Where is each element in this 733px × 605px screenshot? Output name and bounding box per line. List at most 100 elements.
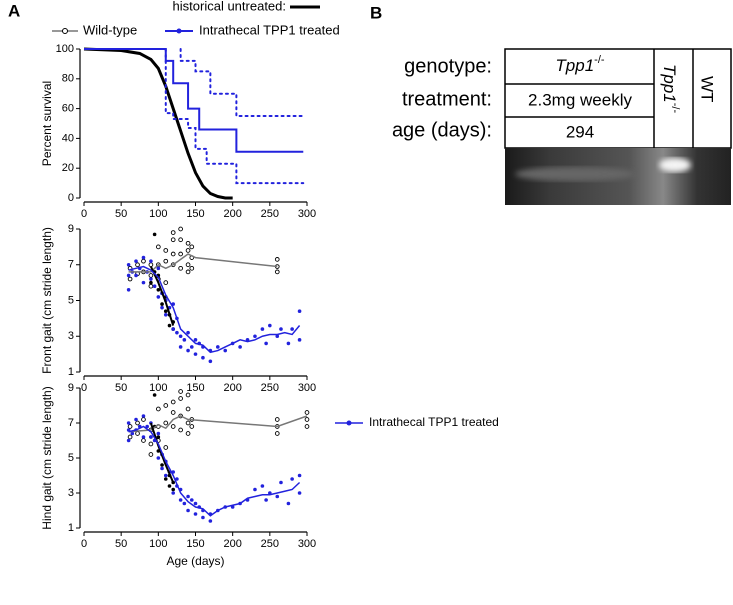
data-point [304, 410, 310, 415]
data-point [185, 269, 191, 275]
x-tick-label: 50 [115, 208, 127, 220]
x-tick-label: 0 [81, 382, 87, 394]
data-point [178, 237, 183, 243]
x-tick-label: 0 [81, 538, 87, 550]
data-point [149, 435, 153, 439]
data-point [268, 323, 272, 328]
column-header: WT [698, 76, 717, 102]
data-point [189, 498, 194, 502]
data-point [201, 355, 205, 360]
data-point [178, 251, 183, 257]
data-point [171, 491, 175, 495]
y-tick-label: 5 [68, 294, 74, 306]
x-tick-label: 150 [186, 538, 204, 550]
data-point [156, 431, 161, 436]
data-point [149, 259, 153, 263]
data-point [186, 348, 190, 353]
legend-label: Intrathecal TPP1 treated [369, 415, 499, 429]
data-point [178, 389, 183, 394]
data-point [208, 519, 213, 523]
y-tick-label: 1 [68, 366, 74, 378]
data-point [156, 266, 161, 271]
series-line [179, 48, 305, 118]
data-point [264, 498, 268, 502]
row-label: age (days): [392, 119, 492, 141]
data-point [170, 237, 176, 243]
data-point [135, 431, 140, 436]
data-point [163, 248, 169, 253]
data-point [167, 484, 172, 488]
x-tick-label: 200 [223, 208, 241, 220]
y-tick-label: 5 [68, 452, 74, 464]
x-tick-label: 200 [223, 538, 241, 550]
x-tick-label: 250 [261, 208, 279, 220]
header-text: Tpp1 [660, 64, 679, 103]
data-point [163, 280, 169, 285]
x-tick-label: 200 [223, 382, 241, 394]
data-point [178, 265, 183, 271]
data-point [297, 491, 302, 495]
series-line [83, 47, 233, 200]
data-point [175, 330, 179, 335]
data-point [167, 323, 172, 328]
data-point [193, 352, 198, 356]
data-point [178, 226, 183, 232]
data-point [152, 393, 157, 397]
row-label: genotype: [404, 55, 492, 77]
data-point [186, 330, 190, 335]
series-line [84, 48, 304, 153]
data-point [141, 414, 146, 418]
panel-label: A [8, 1, 20, 20]
data-point [141, 417, 146, 422]
y-tick-label: 9 [68, 382, 74, 394]
y-tick-label: 0 [68, 192, 74, 204]
data-point [178, 427, 183, 433]
data-point [171, 487, 175, 492]
x-tick-label: 50 [115, 382, 127, 394]
data-point [304, 424, 310, 429]
data-point [201, 515, 205, 520]
data-point [297, 338, 302, 342]
data-point [126, 273, 131, 278]
data-point [185, 420, 191, 426]
data-point [163, 477, 168, 481]
gel-panel: genotype: treatment: age (days): Tpp1-/-… [392, 48, 732, 205]
series-line [128, 425, 301, 517]
data-point [185, 406, 191, 412]
data-point [127, 276, 133, 282]
data-point [148, 262, 154, 268]
data-point [170, 251, 176, 257]
x-tick-label: 250 [261, 382, 279, 394]
column-header: Tpp1-/- [660, 64, 682, 113]
data-point [193, 338, 198, 342]
data-point [163, 445, 169, 450]
data-point [127, 424, 133, 429]
data-point [178, 345, 183, 349]
legend-marker [62, 28, 68, 34]
data-point [185, 262, 191, 268]
legend-marker [346, 420, 352, 426]
data-point [297, 309, 302, 314]
y-tick-label: 60 [62, 103, 74, 115]
data-point [148, 283, 154, 289]
data-point [126, 262, 131, 267]
cell-superscript: -/- [594, 54, 605, 66]
data-point [178, 396, 183, 401]
data-point [297, 473, 302, 478]
y-tick-label: 80 [62, 73, 74, 85]
x-tick-label: 100 [149, 382, 167, 394]
data-point [260, 327, 265, 331]
legend-marker [176, 28, 182, 34]
data-point [149, 280, 153, 285]
y-axis-label: Percent survival [40, 81, 54, 166]
data-point [279, 327, 283, 331]
y-tick-label: 7 [68, 259, 74, 271]
x-tick-label: 150 [186, 208, 204, 220]
series-line [128, 415, 308, 433]
y-tick-label: 3 [68, 487, 74, 499]
data-point [127, 434, 133, 440]
x-tick-label: 50 [115, 538, 127, 550]
y-axis-label: Front gait (cm stride length) [40, 227, 54, 374]
data-point [148, 452, 154, 457]
data-point [185, 248, 191, 253]
